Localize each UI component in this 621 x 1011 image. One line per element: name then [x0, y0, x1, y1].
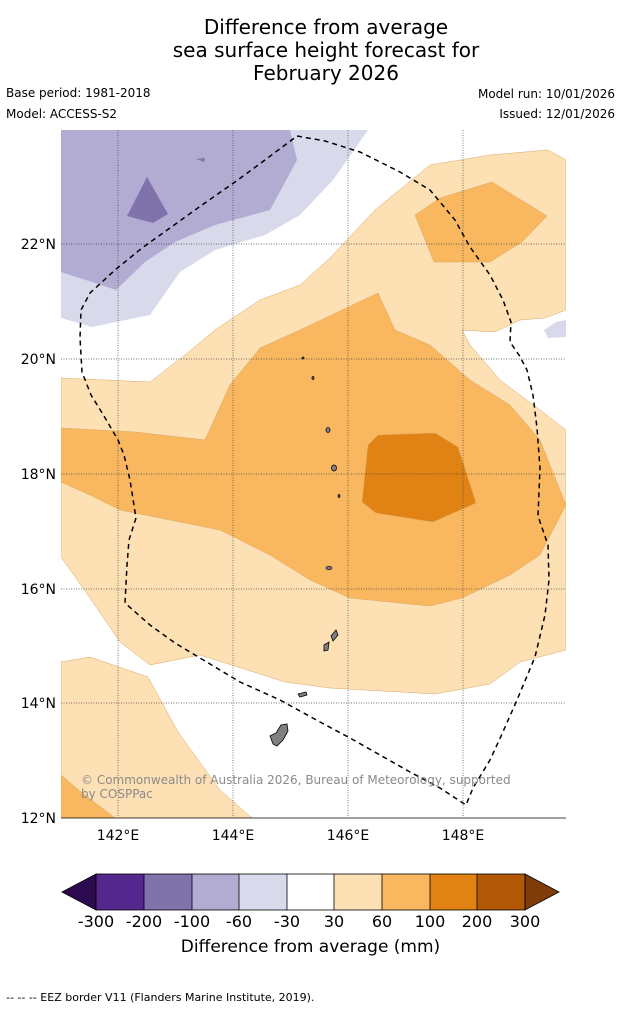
- lon-label-142e: 142°E: [97, 828, 140, 844]
- colorbar-extend-low: [61, 873, 97, 911]
- lat-label-20n: 20°N: [21, 352, 56, 368]
- contour-pos-ne-60-100: [414, 181, 548, 263]
- colorbar-bin-pos-60-100: [382, 874, 430, 910]
- lat-label-22n: 22°N: [21, 237, 56, 253]
- title-line-1: Difference from average: [203, 15, 449, 39]
- lat-label-12n: 12°N: [21, 811, 56, 827]
- island-maug: [301, 356, 305, 360]
- map-plot-area: [61, 130, 566, 818]
- lat-label-16n: 16°N: [21, 582, 56, 598]
- island-saipan: [330, 629, 339, 642]
- colorbar-tick: 100: [415, 912, 446, 931]
- latitude-labels: 22°N 20°N 18°N 16°N 14°N 12°N: [21, 237, 56, 827]
- eez-border: [79, 135, 550, 807]
- colorbar-bin-neg-100-60: [192, 874, 239, 910]
- island-agrihan: [325, 427, 331, 433]
- island-rota: [297, 691, 308, 698]
- copyright-notice: © Commonwealth of Australia 2026, Bureau…: [81, 773, 511, 801]
- colorbar-tick: -100: [174, 912, 210, 931]
- colorbar-tick: -30: [274, 912, 300, 931]
- contour-neg-east-patch: [544, 320, 566, 338]
- colorbar-tick: 300: [510, 912, 541, 931]
- colorbar-tick: -200: [126, 912, 162, 931]
- colorbar-bin-neg-60-30: [239, 874, 287, 910]
- island-asuncion: [311, 376, 315, 380]
- island-alamagan: [337, 494, 341, 498]
- contour-neg-60-100: [61, 130, 297, 290]
- base-period-text: Base period: 1981-2018: [6, 86, 151, 100]
- lon-label-146e: 146°E: [327, 828, 370, 844]
- model-text: Model: ACCESS-S2: [6, 107, 118, 121]
- colorbar-label: Difference from average (mm): [180, 937, 441, 957]
- map-title: Difference from average sea surface heig…: [0, 16, 621, 85]
- lon-label-144e: 144°E: [212, 828, 255, 844]
- island-anatahan: [325, 566, 333, 570]
- island-pagan: [331, 464, 337, 472]
- contour-pos-sw-30-60: [61, 656, 253, 818]
- contour-neg-small-dot: [196, 158, 205, 162]
- lat-label-14n: 14°N: [21, 696, 56, 712]
- colorbar-bin-neutral: [287, 874, 334, 910]
- lon-label-148e: 148°E: [442, 828, 485, 844]
- colorbar-ticks: -300 -200 -100 -60 -30 30 60 100 200 300: [78, 912, 540, 931]
- contour-neg-100-200: [127, 177, 168, 223]
- island-guam: [269, 723, 289, 747]
- colorbar: -300 -200 -100 -60 -30 30 60 100 200 300: [61, 873, 560, 931]
- contour-pos-100-200: [361, 432, 477, 523]
- sea-level-map: 22°N 20°N 18°N 16°N 14°N 12°N 142°E 144°…: [21, 130, 566, 844]
- contour-pos-sw-60-100: [61, 774, 116, 818]
- colorbar-bin-pos-200-300: [477, 874, 525, 910]
- colorbar-tick: 30: [324, 912, 344, 931]
- colorbar-extend-high: [524, 873, 560, 911]
- colorbar-bin-neg-300-200: [96, 874, 144, 910]
- islands: [269, 356, 341, 747]
- title-line-3: February 2026: [253, 61, 399, 85]
- colorbar-bin-pos-100-200: [430, 874, 477, 910]
- eez-legend-footer: -- -- -- EEZ border V11 (Flanders Marine…: [6, 991, 315, 1004]
- colorbar-tick: -60: [226, 912, 252, 931]
- longitude-labels: 142°E 144°E 146°E 148°E: [97, 828, 485, 844]
- colorbar-tick: 60: [372, 912, 392, 931]
- island-tinian: [323, 641, 330, 652]
- issued-text: Issued: 12/01/2026: [499, 107, 615, 121]
- colorbar-outline: [95, 873, 526, 911]
- colorbar-bin-neg-200-100: [144, 874, 192, 910]
- colorbar-tick: 200: [462, 912, 493, 931]
- colorbar-bin-pos-30-60: [334, 874, 382, 910]
- contour-pos-60-100: [61, 292, 566, 607]
- colorbar-dividers: [143, 874, 478, 910]
- model-run-text: Model run: 10/01/2026: [477, 87, 615, 101]
- lat-label-18n: 18°N: [21, 467, 56, 483]
- gridlines: [61, 130, 566, 818]
- title-line-2: sea surface height forecast for: [172, 38, 480, 62]
- colorbar-tick: -300: [78, 912, 114, 931]
